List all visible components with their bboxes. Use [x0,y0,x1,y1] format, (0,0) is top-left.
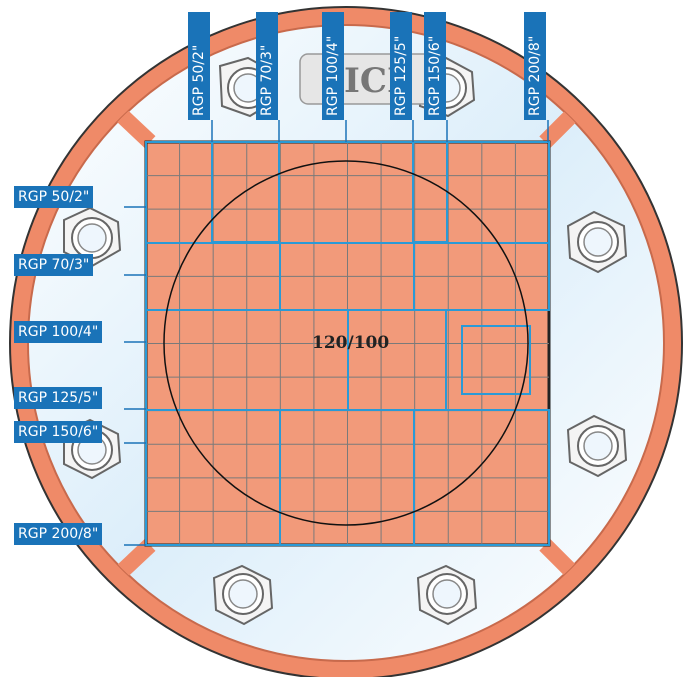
top-tag-100: RGP 100/4" [322,12,344,120]
top-tag-150: RGP 150/6" [424,12,446,120]
bolt-bottom-right [416,564,478,626]
center-label: 120/100 [312,333,389,353]
bolt-right-lower [566,414,628,478]
frame-rect [461,325,531,395]
bolt-right-upper [566,210,628,274]
logo-plate: ICI [299,53,441,105]
top-tag-200: RGP 200/8" [524,12,546,120]
frame-rect [413,242,550,311]
frame-outlines [145,141,550,546]
side-tag-70: RGP 70/3" [14,254,94,276]
top-tag-70: RGP 70/3" [256,12,278,120]
frame-rect [413,409,550,546]
frame-rect [211,141,280,243]
side-tag-200: RGP 200/8" [14,523,103,545]
side-tag-125: RGP 125/5" [14,387,103,409]
side-tag-150: RGP 150/6" [14,421,103,443]
center-circle [163,160,529,526]
top-tag-125: RGP 125/5" [390,12,412,120]
side-tag-leaders [124,206,146,546]
bolt-left-upper [63,206,122,268]
side-tag-50: RGP 50/2" [14,186,94,208]
side-tag-100: RGP 100/4" [14,321,103,343]
top-tag-leaders [211,120,549,142]
bolt-bottom-left [212,564,274,626]
top-tag-50: RGP 50/2" [188,12,210,120]
